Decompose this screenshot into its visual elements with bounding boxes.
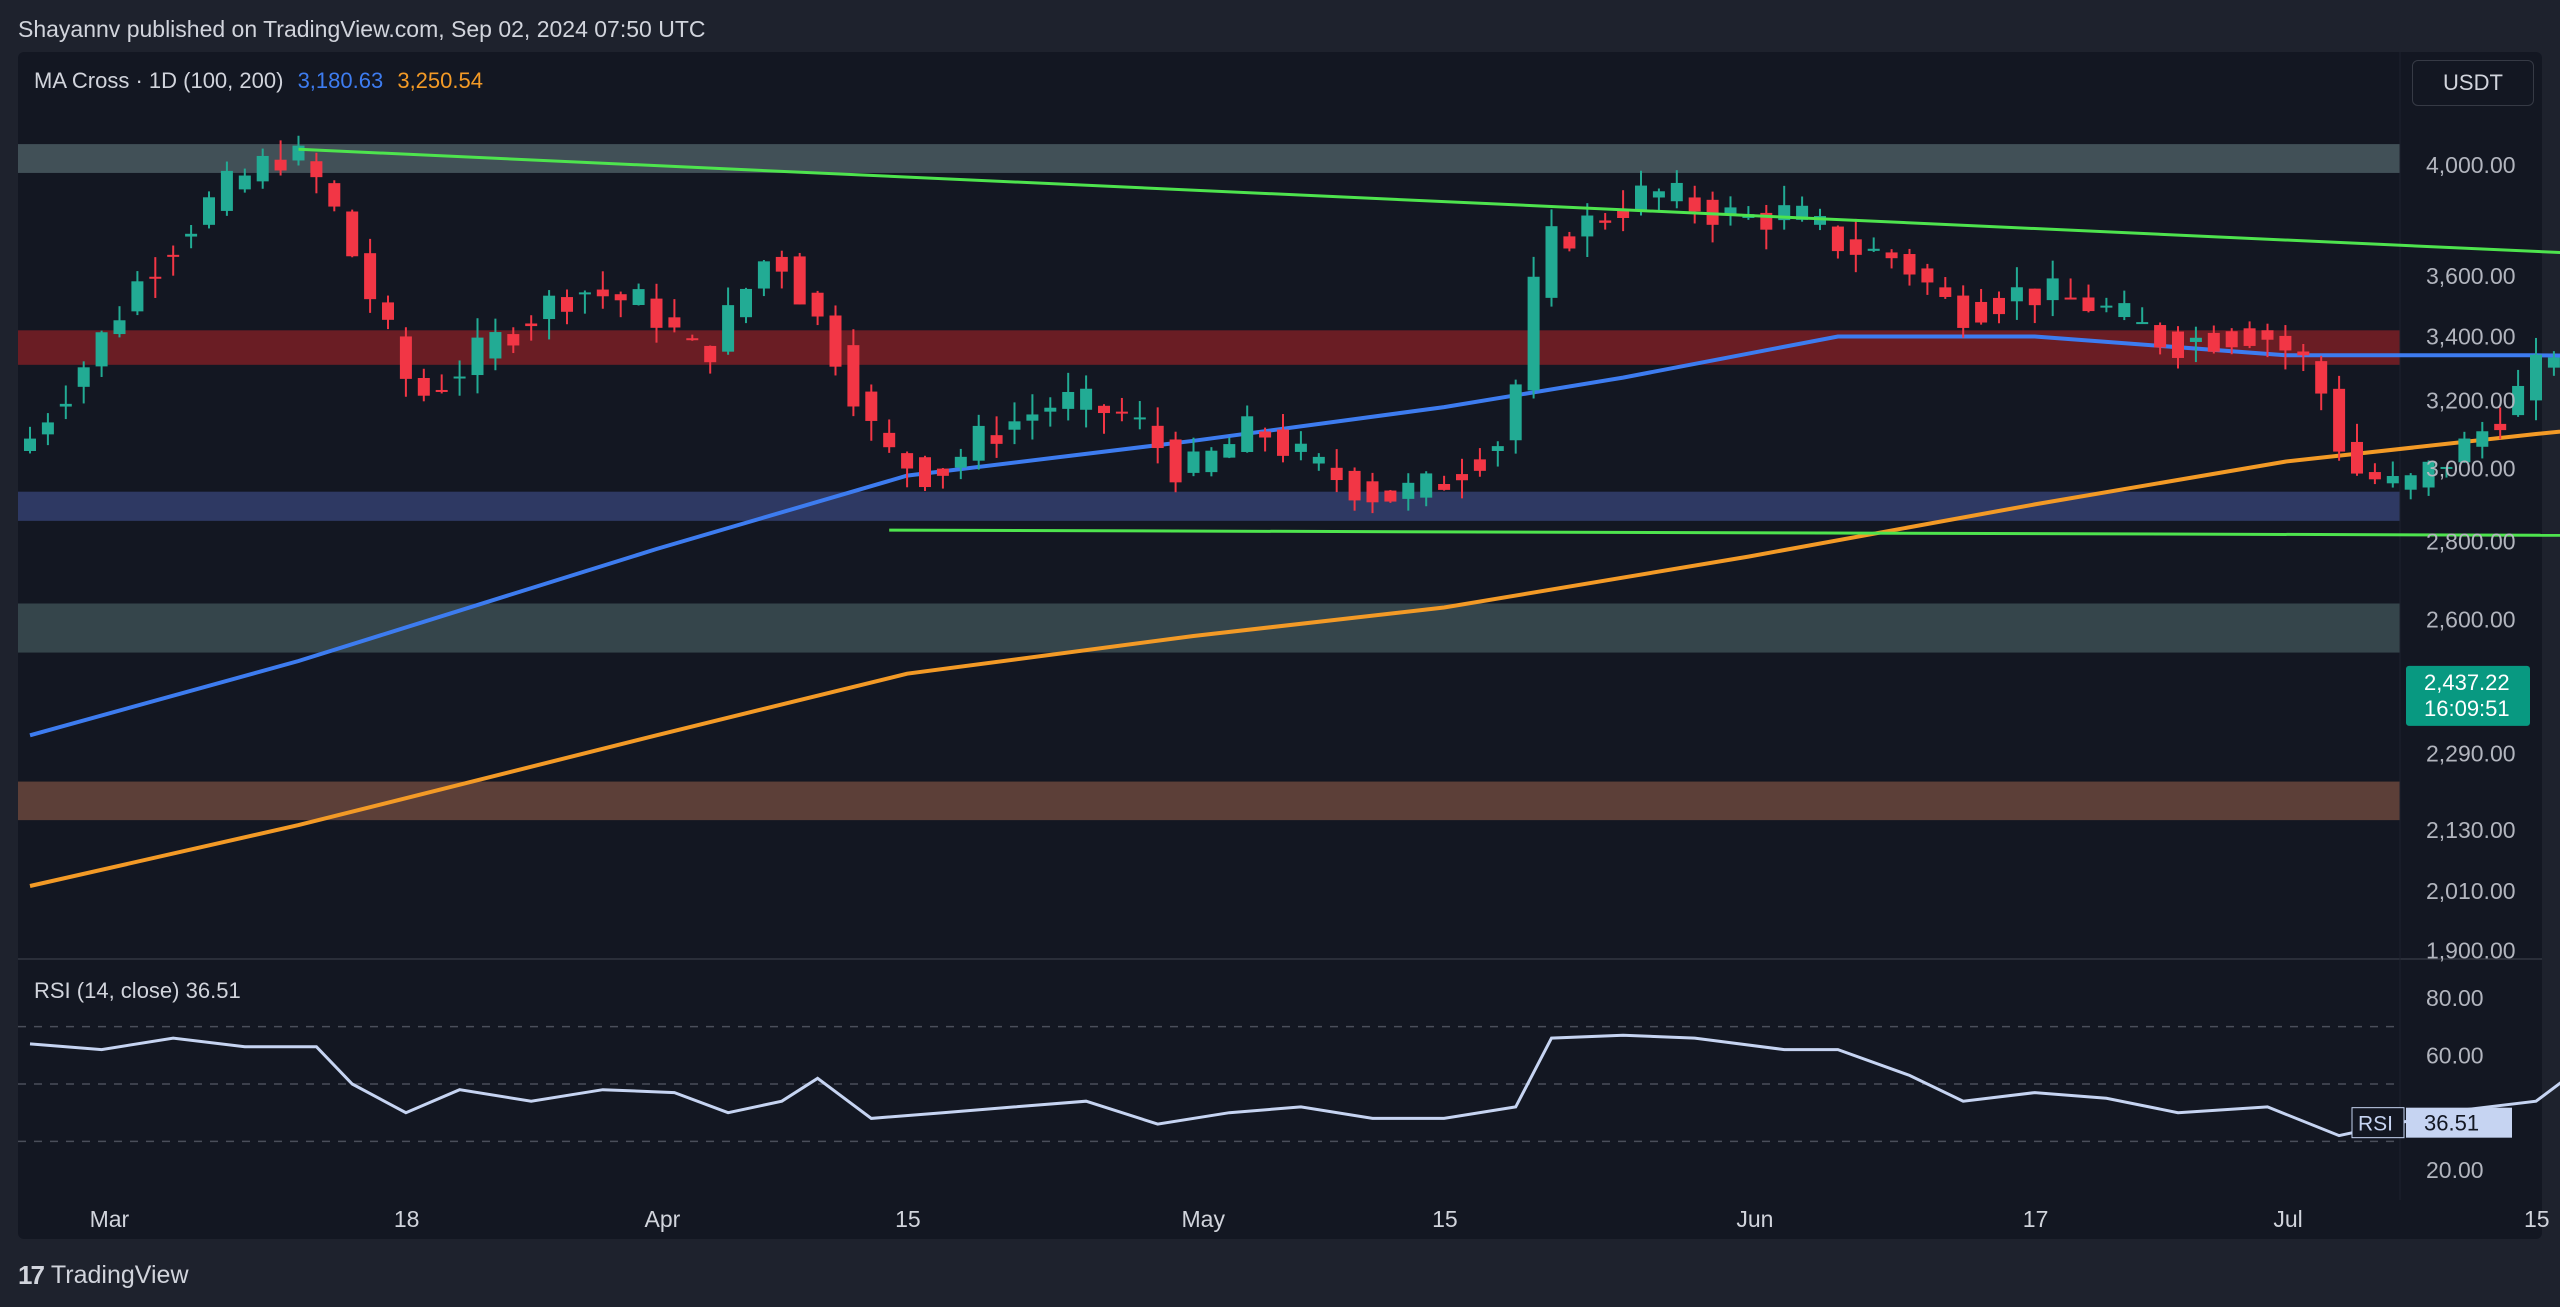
tradingview-logo-text: TradingView: [50, 1261, 189, 1289]
currency-button[interactable]: USDT: [2412, 60, 2534, 106]
ma-cross-legend[interactable]: MA Cross · 1D (100, 200) 3,180.63 3,250.…: [34, 68, 483, 94]
publisher-header: Shayannv published on TradingView.com, S…: [18, 16, 706, 42]
ma200-value: 3,250.54: [397, 68, 483, 93]
ma-indicator-title: MA Cross · 1D (100, 200): [34, 68, 284, 93]
rsi-legend[interactable]: RSI (14, close) 36.51: [34, 978, 241, 1004]
ma100-value: 3,180.63: [297, 68, 384, 93]
tradingview-logo[interactable]: 17 TradingView: [18, 1260, 189, 1291]
rsi-title: RSI (14, close): [34, 978, 180, 1003]
chart-frame[interactable]: [18, 52, 2542, 1239]
rsi-legend-value: 36.51: [185, 978, 241, 1003]
candle-body: [2547, 357, 2560, 368]
tradingview-logo-icon: 17: [18, 1260, 45, 1290]
